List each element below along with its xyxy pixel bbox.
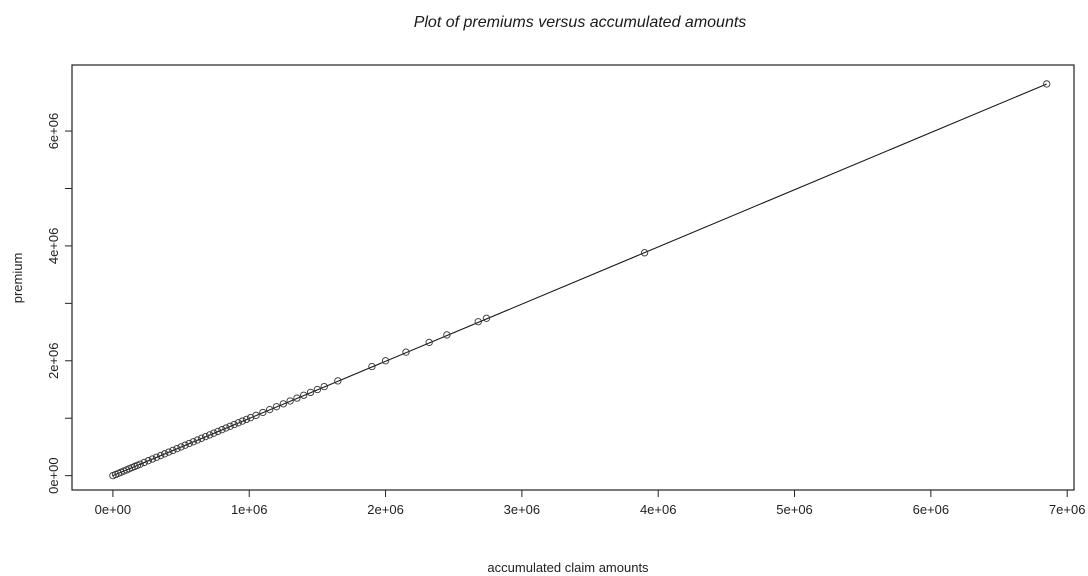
data-point xyxy=(272,403,281,411)
data-point xyxy=(161,450,169,458)
data-point xyxy=(425,338,433,347)
data-point xyxy=(252,411,260,419)
data-point xyxy=(148,455,157,463)
data-point xyxy=(482,314,491,322)
chart-title: Plot of premiums versus accumulated amou… xyxy=(414,14,747,31)
data-point xyxy=(334,377,342,385)
data-point xyxy=(222,424,230,432)
data-point xyxy=(197,434,206,442)
x-tick-label: 5e+06 xyxy=(776,502,813,517)
points-group xyxy=(109,80,1051,480)
data-point xyxy=(165,448,173,456)
data-point xyxy=(443,331,451,339)
x-tick-label: 4e+06 xyxy=(640,502,677,517)
y-axis-label: premium xyxy=(10,253,25,304)
data-point xyxy=(169,446,177,455)
data-point xyxy=(173,444,181,453)
fit-line xyxy=(112,83,1047,477)
y-tick-label: 0e+00 xyxy=(46,457,61,494)
data-point xyxy=(193,436,202,444)
data-point xyxy=(266,405,274,414)
data-point xyxy=(1043,80,1051,88)
data-point xyxy=(136,460,144,468)
data-point xyxy=(156,451,165,460)
x-tick-label: 2e+06 xyxy=(367,502,404,517)
y-tick-label: 6e+06 xyxy=(46,113,61,150)
data-point xyxy=(226,422,234,430)
data-point xyxy=(234,419,242,427)
data-point xyxy=(185,439,193,448)
x-tick-label: 7e+06 xyxy=(1049,502,1086,517)
y-tick-label: 2e+06 xyxy=(46,343,61,380)
fit-line-group xyxy=(112,83,1047,477)
data-point xyxy=(306,388,315,397)
x-tick-label: 0e+00 xyxy=(95,502,132,517)
data-point xyxy=(201,432,210,441)
x-tick-label: 1e+06 xyxy=(231,502,268,517)
data-point xyxy=(381,357,390,365)
x-axis: 0e+00 1e+06 2e+06 3e+06 4e+06 5e+06 6e+06 7e+06 xyxy=(95,490,1086,517)
data-point xyxy=(218,426,226,434)
plot-frame xyxy=(71,64,1075,491)
x-tick-label: 3e+06 xyxy=(504,502,541,517)
data-point xyxy=(206,431,214,439)
data-point xyxy=(286,397,294,405)
data-point xyxy=(368,362,376,371)
y-axis: 0e+00 2e+06 4e+06 6e+06 xyxy=(46,113,72,494)
data-point xyxy=(230,420,238,429)
data-point xyxy=(242,415,251,424)
data-point xyxy=(189,438,197,446)
data-point xyxy=(152,453,161,461)
data-point xyxy=(177,443,185,451)
data-point xyxy=(313,385,322,394)
data-point xyxy=(259,408,267,417)
x-axis-label: accumulated claim amounts xyxy=(487,560,649,575)
data-point xyxy=(402,348,410,356)
data-point xyxy=(293,394,301,402)
data-point xyxy=(300,391,308,399)
data-point xyxy=(279,400,287,408)
data-point xyxy=(144,457,152,465)
y-tick-label: 4e+06 xyxy=(46,228,61,265)
data-point xyxy=(140,458,148,467)
data-point xyxy=(640,249,649,257)
x-tick-label: 6e+06 xyxy=(913,502,950,517)
data-point xyxy=(320,382,328,391)
data-point xyxy=(238,417,247,425)
data-point xyxy=(214,427,222,436)
data-point xyxy=(474,318,482,326)
data-point xyxy=(181,441,189,449)
data-point xyxy=(210,429,218,437)
